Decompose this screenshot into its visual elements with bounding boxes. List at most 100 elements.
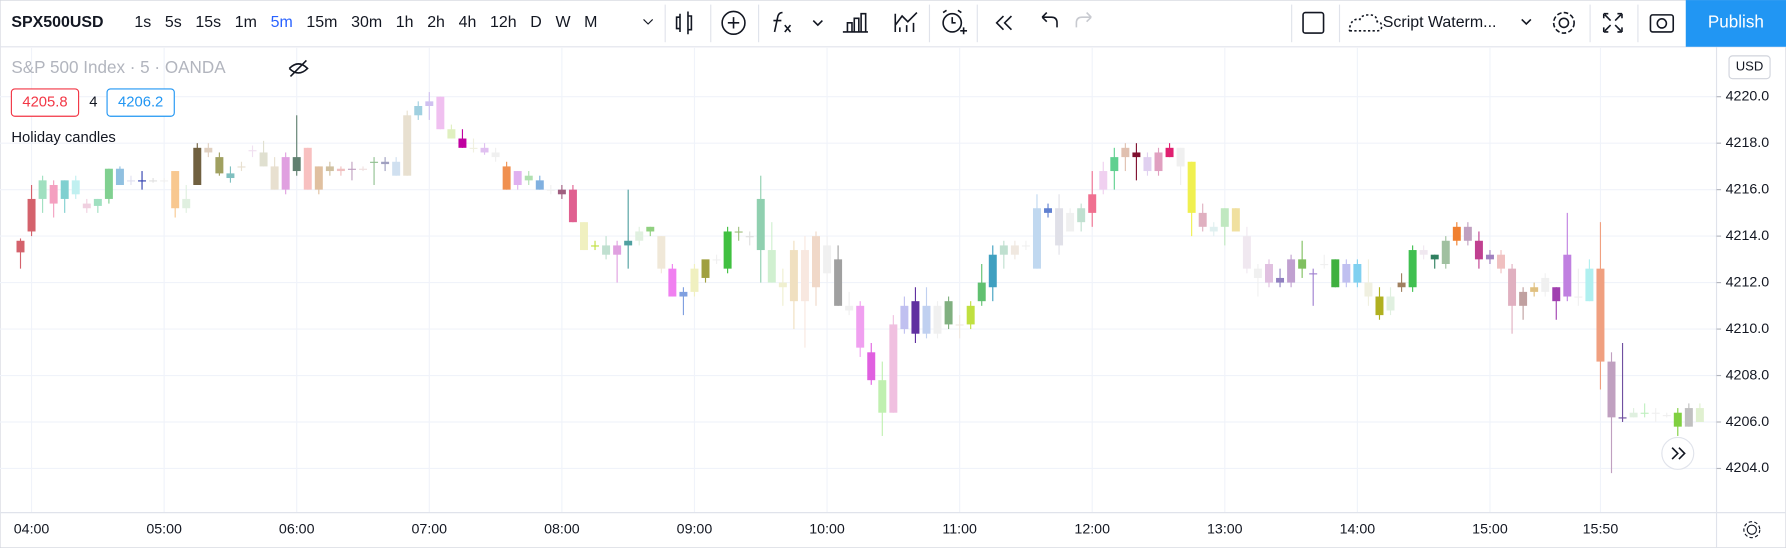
alert-icon[interactable]	[942, 12, 963, 33]
candle-body	[1220, 208, 1229, 227]
y-tick-label: 4212.0	[1726, 274, 1770, 290]
candle-body	[1441, 240, 1450, 264]
candle-body	[403, 115, 412, 176]
candle-body	[856, 305, 865, 348]
candle-body	[1331, 259, 1340, 288]
ask[interactable]: 4206.2	[118, 94, 163, 110]
ask-box[interactable]	[106, 88, 175, 117]
candle-body	[38, 180, 47, 199]
interval-dropdown[interactable]	[643, 19, 654, 25]
lens	[1656, 18, 1668, 29]
candle-body	[1088, 194, 1097, 213]
axis-settings[interactable]	[1746, 524, 1757, 535]
candle-body	[524, 175, 533, 181]
x-tick-label: 07:00	[412, 521, 448, 537]
candle-body	[745, 236, 754, 238]
bid-box[interactable]	[10, 88, 80, 117]
candle-body	[425, 101, 434, 106]
candle-body	[171, 171, 180, 209]
interval[interactable]: 12h	[490, 14, 517, 31]
candle-body	[955, 324, 964, 326]
interval[interactable]: W	[555, 14, 570, 31]
interval[interactable]: 1m	[235, 14, 257, 31]
indicators-icon[interactable]	[773, 11, 792, 33]
candle-body	[557, 189, 566, 195]
settings-icon[interactable]	[1558, 17, 1570, 29]
interval[interactable]: D	[530, 14, 542, 31]
candle-body	[370, 161, 379, 163]
interval[interactable]: 15m	[306, 14, 337, 31]
currency[interactable]: USD	[1736, 59, 1764, 74]
candle-body	[204, 147, 213, 153]
symbol[interactable]: SPX500USD	[11, 14, 103, 31]
y-tick-label: 4218.0	[1726, 135, 1770, 151]
candle-body	[1154, 152, 1163, 172]
candle-body	[1320, 263, 1329, 266]
candle-body	[624, 240, 633, 246]
candle-body	[513, 171, 522, 185]
candle-body	[149, 180, 158, 182]
candle-body	[1585, 268, 1594, 302]
publish-label[interactable]: Publish	[1708, 12, 1764, 31]
candle-body	[613, 245, 622, 255]
undo-icon[interactable]	[1041, 12, 1058, 28]
x-tick-label: 15:50	[1583, 521, 1619, 537]
candle-body	[1673, 412, 1682, 427]
template-dropdown[interactable]	[1521, 18, 1532, 26]
redo-icon[interactable]	[1075, 12, 1092, 28]
interval[interactable]: 30m	[351, 14, 382, 31]
y-tick-label: 4220.0	[1726, 88, 1770, 104]
x-tick-label: 15:00	[1472, 521, 1508, 537]
candle-body	[469, 147, 478, 149]
candle-body	[812, 236, 820, 288]
candle-body	[359, 168, 367, 170]
bid[interactable]: 4205.8	[22, 94, 67, 110]
candle-body	[447, 129, 456, 139]
candle-body	[911, 301, 920, 334]
interval[interactable]: M	[584, 14, 597, 31]
interval[interactable]: 15s	[195, 14, 221, 31]
candle-body	[602, 245, 611, 255]
candle-body	[900, 305, 909, 330]
interval[interactable]: 2h	[427, 14, 445, 31]
x-tick-label: 05:00	[146, 521, 182, 537]
candle-body	[1066, 212, 1075, 232]
plus	[727, 17, 740, 29]
chart-type-icon[interactable]	[675, 11, 693, 35]
candle-body	[834, 259, 843, 306]
replay-icon[interactable]	[995, 15, 1013, 31]
snapshot-icon[interactable]	[1649, 14, 1675, 33]
candle-body	[138, 180, 147, 182]
candle-body	[922, 305, 931, 334]
candle-body	[657, 236, 666, 269]
y-tick-label: 4210.0	[1726, 321, 1770, 337]
interval[interactable]: 5m	[271, 14, 293, 31]
candle-body	[690, 268, 699, 292]
indicators-dropdown[interactable]	[812, 20, 823, 27]
hide-icon[interactable]	[288, 59, 309, 77]
fullscreen-icon[interactable]	[1602, 12, 1623, 33]
candle-body	[723, 231, 732, 269]
templates-icon[interactable]	[894, 12, 918, 32]
interval[interactable]: 1h	[396, 14, 414, 31]
candle-body	[1298, 259, 1307, 269]
interval[interactable]: 1s	[134, 14, 151, 31]
layout-icon[interactable]	[1302, 11, 1325, 34]
candle-body	[867, 352, 876, 381]
interval[interactable]: 4h	[459, 14, 477, 31]
candle-body	[1519, 291, 1528, 306]
template-name[interactable]: Script Waterm...	[1383, 14, 1497, 31]
candle-body	[635, 231, 644, 241]
candle-body	[1541, 277, 1550, 292]
publish-button[interactable]	[1685, 0, 1786, 47]
candle-body	[1684, 408, 1693, 427]
financials-icon[interactable]	[842, 12, 868, 33]
compare-icon[interactable]	[721, 10, 746, 36]
candle-body	[1463, 226, 1472, 241]
interval[interactable]: 5s	[165, 14, 182, 31]
currency-box[interactable]	[1728, 55, 1771, 80]
candle-body	[1010, 245, 1019, 255]
candle-body	[878, 380, 887, 413]
candle-body	[756, 198, 765, 251]
candle-body	[535, 180, 544, 190]
